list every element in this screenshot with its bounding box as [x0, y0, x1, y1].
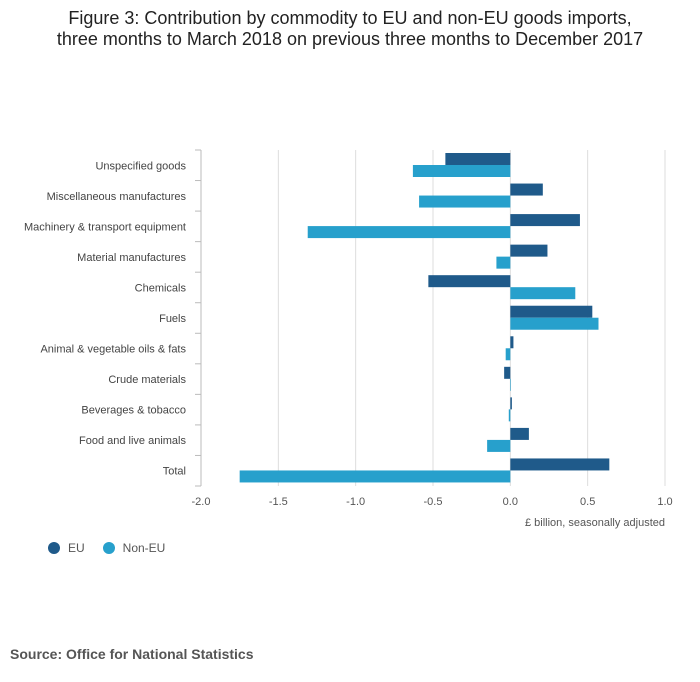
bar-non-eu — [239, 470, 511, 483]
x-tick-label: 0.5 — [580, 496, 595, 508]
bar-eu — [510, 183, 543, 196]
bar-non-eu — [307, 226, 511, 239]
legend-label-eu: EU — [68, 541, 85, 555]
bar-chart: Unspecified goods Miscellaneous manufactu… — [24, 149, 673, 529]
x-tick-label: -0.5 — [424, 496, 443, 508]
category-label: Beverages & tobacco — [81, 405, 186, 417]
category-label: Crude materials — [108, 374, 186, 386]
bar-eu — [510, 427, 529, 440]
category-label: Miscellaneous manufactures — [47, 191, 187, 203]
x-axis-label: £ billion, seasonally adjusted — [525, 517, 665, 529]
bar-eu — [445, 153, 511, 165]
bar-eu — [510, 458, 610, 471]
legend-marker-non-eu — [102, 542, 115, 554]
category-label: Total — [163, 466, 186, 478]
category-label: Chemicals — [135, 282, 187, 294]
bar-eu — [428, 275, 511, 288]
category-label: Material manufactures — [77, 252, 186, 264]
legend-item-non-eu[interactable]: Non-EU — [102, 541, 166, 555]
bar-eu — [510, 244, 548, 257]
x-tick-label: 1.0 — [657, 496, 672, 508]
bar-eu — [510, 397, 512, 410]
bar-eu — [504, 366, 511, 379]
bar-non-eu — [510, 317, 599, 330]
legend-marker-eu — [48, 542, 60, 554]
legend-label-non-eu: Non-EU — [122, 541, 166, 555]
category-label: Food and live animals — [79, 435, 187, 447]
legend-item-eu[interactable]: EU — [48, 541, 85, 555]
category-label: Animal & vegetable oils & fats — [40, 344, 186, 356]
bar-non-eu — [487, 439, 511, 452]
legend: EU Non-EU — [48, 541, 183, 555]
bar-non-eu — [510, 378, 511, 391]
bar-eu — [510, 336, 514, 349]
x-tick-label: -1.5 — [269, 496, 288, 508]
category-label: Fuels — [159, 313, 186, 325]
bar-non-eu — [496, 256, 511, 269]
chart-title-line-1: Figure 3: Contribution by commodity to E… — [68, 8, 632, 28]
x-tick-label: -2.0 — [192, 496, 211, 508]
bar-non-eu — [508, 409, 511, 422]
bar-eu — [510, 305, 593, 318]
x-tick-label: -1.0 — [346, 496, 365, 508]
category-label: Unspecified goods — [95, 160, 186, 172]
bar-non-eu — [510, 287, 576, 300]
chart-title-line-2: three months to March 2018 on previous t… — [56, 29, 644, 49]
chart-title: Figure 3: Contribution by commodity to E… — [0, 8, 700, 50]
bar-eu — [510, 214, 580, 227]
bar-non-eu — [412, 165, 511, 177]
bar-non-eu — [505, 348, 511, 361]
category-label: Machinery & transport equipment — [24, 221, 186, 233]
bar-non-eu — [419, 195, 511, 208]
x-tick-label: 0.0 — [503, 496, 518, 508]
source-note: Source: Office for National Statistics — [10, 646, 254, 662]
